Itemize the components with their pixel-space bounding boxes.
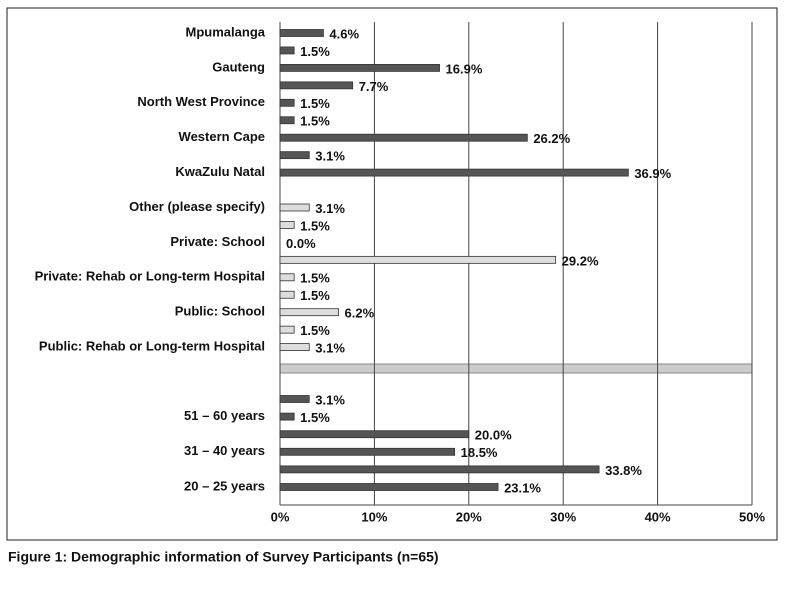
y-tick-label: 31 – 40 years [184,443,265,458]
value-label: 7.7% [359,79,389,94]
x-tick-label: 50% [739,509,765,524]
value-label: 1.5% [300,114,330,129]
value-label: 1.5% [300,96,330,111]
bar [279,273,295,282]
y-tick-label: Gauteng [212,59,265,74]
value-label: 3.1% [315,392,345,407]
x-tick-label: 20% [456,509,482,524]
frame [6,7,778,541]
y-tick-label: 20 – 25 years [184,478,265,493]
bar [279,430,470,439]
y-tick-label: Western Cape [179,129,265,144]
y-tick-label: Other (please specify) [129,199,265,214]
value-label: 29.2% [562,253,599,268]
value-label: 1.5% [300,44,330,59]
bar [279,203,310,212]
y-tick-label: KwaZulu Natal [175,164,265,179]
bar [279,116,295,125]
value-label: 20.0% [475,428,512,443]
bar [279,151,310,160]
y-tick-label: Private: Rehab or Long-term Hospital [35,269,265,284]
y-tick-label: Private: School [170,234,265,249]
value-label: 3.1% [315,201,345,216]
value-label: 3.1% [315,341,345,356]
value-label: 1.5% [300,288,330,303]
bar [279,133,528,142]
x-tick-label: 10% [361,509,387,524]
y-tick-label: Public: Rehab or Long-term Hospital [39,339,265,354]
bar [279,343,310,352]
y-tick-label: 51 – 60 years [184,408,265,423]
value-label: 3.1% [315,149,345,164]
value-label: 23.1% [504,480,541,495]
value-label: 1.5% [300,323,330,338]
value-label: 4.6% [329,26,359,41]
y-tick-label: Public: School [175,304,265,319]
bar [279,395,310,403]
value-label: 1.5% [300,218,330,233]
bar [279,325,295,334]
bar [279,221,295,229]
bar [279,29,324,37]
caption: Figure 1: Demographic information of Sur… [8,549,439,565]
bar [279,290,295,299]
y-tick-label: North West Province [137,94,265,109]
bar [279,412,295,421]
value-label: 6.2% [345,306,375,321]
value-label: 36.9% [634,166,671,181]
separator [279,363,753,374]
value-label: 33.8% [605,463,642,478]
bar [279,447,456,456]
value-label: 1.5% [300,271,330,286]
value-label: 16.9% [446,61,483,76]
x-tick-label: 30% [550,509,576,524]
x-tick-label: 0% [271,509,290,524]
bar [279,308,339,317]
bar [279,255,557,264]
value-label: 1.5% [300,410,330,425]
y-tick-label: Mpumalanga [186,24,266,39]
x-tick-label: 40% [645,509,671,524]
bar [279,64,440,72]
value-label: 26.2% [533,131,570,146]
value-label: 18.5% [461,445,498,460]
bar [279,46,295,55]
bar [279,168,629,177]
bar [279,483,499,491]
value-label: 0.0% [286,236,316,251]
bar [279,98,295,107]
bar [279,465,600,474]
bar [279,81,354,90]
